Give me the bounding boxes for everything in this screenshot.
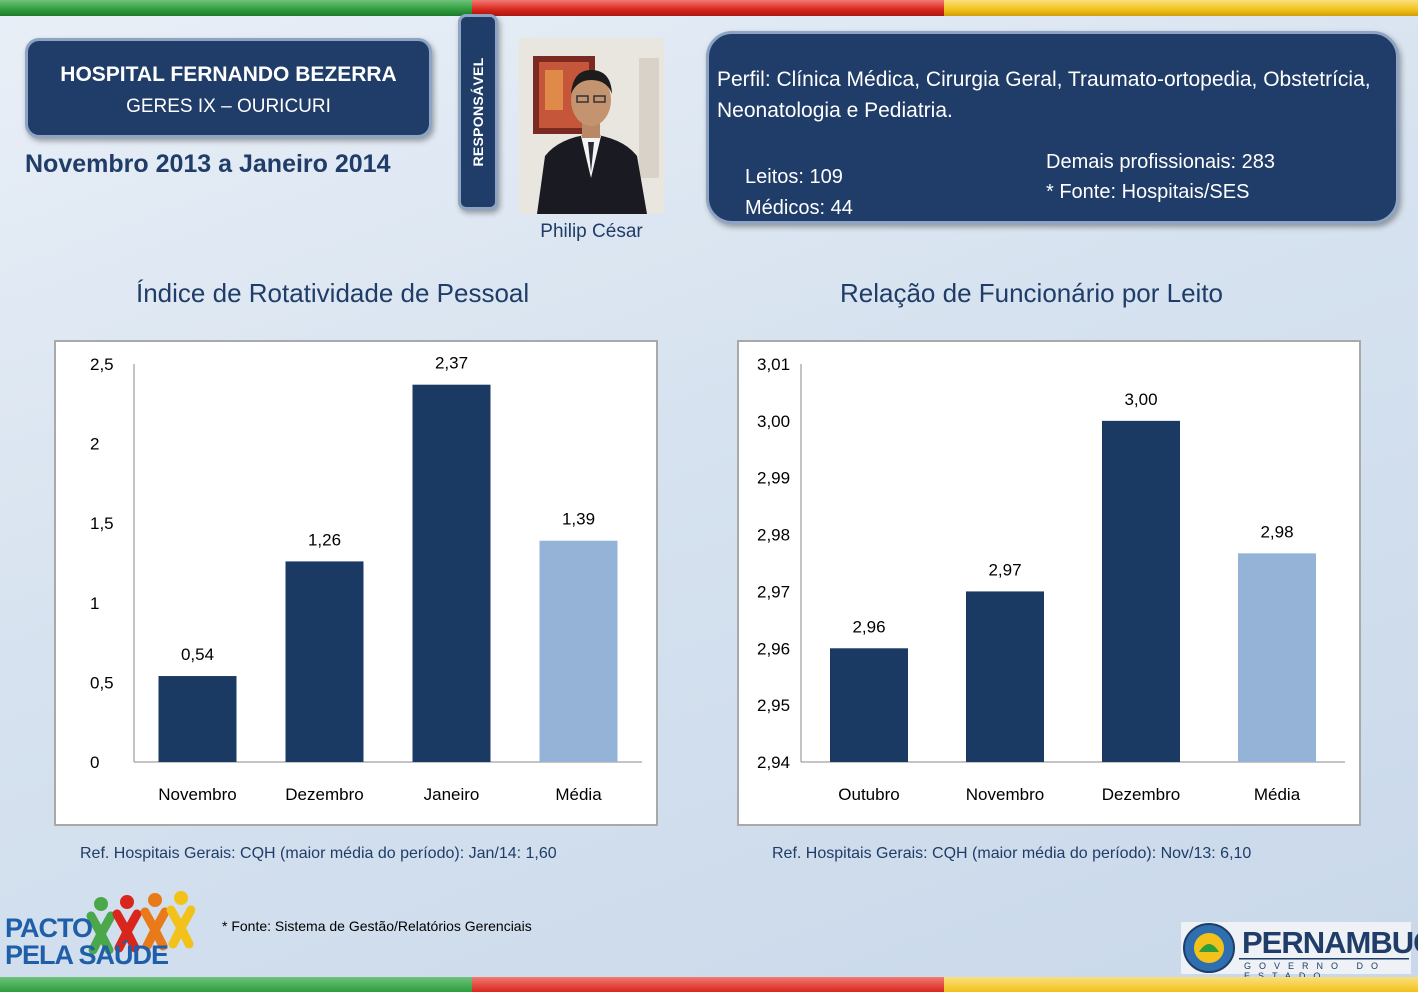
bar-value-label: 1,26 bbox=[308, 530, 341, 549]
bar-value-label: 3,00 bbox=[1124, 390, 1157, 409]
x-category-label: Média bbox=[1254, 785, 1301, 804]
footer-source: * Fonte: Sistema de Gestão/Relatórios Ge… bbox=[222, 918, 532, 934]
other-staff-count: Demais profissionais: 283 bbox=[1046, 151, 1275, 173]
y-tick-label: 1 bbox=[90, 594, 99, 613]
x-category-label: Média bbox=[555, 785, 602, 804]
y-tick-label: 3,00 bbox=[757, 412, 790, 431]
bar bbox=[1102, 420, 1180, 762]
stripe-yellow bbox=[944, 0, 1418, 16]
staff-per-bed-chart: 2,94 2,95 2,96 2,97 2,98 2,99 3,00 3,01 2,96 Outu… bbox=[737, 340, 1361, 826]
hospital-name: HOSPITAL FERNANDO BEZERRA bbox=[60, 63, 397, 86]
stripe-red-bottom bbox=[472, 977, 944, 992]
y-tick-label: 2,99 bbox=[757, 469, 790, 488]
pernambuco-name: PERNAMBUCO bbox=[1242, 925, 1418, 960]
responsible-tab: RESPONSÁVEL bbox=[458, 14, 498, 210]
x-category-label: Janeiro bbox=[424, 785, 480, 804]
bar-value-label: 2,97 bbox=[988, 560, 1021, 579]
x-category-label: Dezembro bbox=[285, 785, 363, 804]
pacto-pela-saude-logo-icon bbox=[86, 891, 195, 955]
report-period: Novembro 2013 a Janeiro 2014 bbox=[25, 150, 391, 178]
profile-source: * Fonte: Hospitais/SES bbox=[1046, 181, 1250, 203]
pacto-logo-line2: PELA SAÚDE bbox=[5, 940, 169, 970]
stripe-green-bottom bbox=[0, 977, 472, 992]
hospital-profile-box: Perfil: Clínica Médica, Cirurgia Geral, … bbox=[706, 31, 1399, 224]
y-tick-label: 2,97 bbox=[757, 582, 790, 601]
bar bbox=[285, 561, 364, 762]
bar-value-label: 1,39 bbox=[562, 510, 595, 529]
bar-value-label: 0,54 bbox=[181, 645, 214, 664]
bar-value-label: 2,96 bbox=[852, 617, 885, 636]
bottom-color-stripe bbox=[0, 977, 1418, 992]
top-color-stripe bbox=[0, 0, 1418, 16]
turnover-reference: Ref. Hospitais Gerais: CQH (maior média … bbox=[80, 845, 557, 862]
y-tick-label: 2,94 bbox=[757, 753, 790, 772]
y-tick-label: 2,96 bbox=[757, 639, 790, 658]
bar bbox=[830, 648, 908, 762]
pacto-logo-line1: PACTO bbox=[5, 913, 93, 943]
bar bbox=[1238, 553, 1316, 762]
stripe-red bbox=[472, 0, 944, 16]
doctors-count: Médicos: 44 bbox=[745, 197, 853, 219]
beds-count: Leitos: 109 bbox=[745, 166, 843, 188]
chart-title-turnover: Índice de Rotatividade de Pessoal bbox=[136, 278, 530, 308]
y-tick-label: 1,5 bbox=[90, 514, 114, 533]
bar bbox=[412, 384, 491, 762]
y-tick-label: 2,5 bbox=[90, 355, 114, 374]
bar-value-label: 2,37 bbox=[435, 354, 468, 373]
responsible-name: Philip César bbox=[540, 221, 643, 242]
stripe-green bbox=[0, 0, 472, 16]
y-tick-label: 2,98 bbox=[757, 526, 790, 545]
staff-per-bed-chart-svg: 2,94 2,95 2,96 2,97 2,98 2,99 3,00 3,01 2,96 Outu… bbox=[757, 355, 1345, 804]
profile-description: Perfil: Clínica Médica, Cirurgia Geral, … bbox=[717, 68, 1371, 122]
stripe-yellow-bottom bbox=[944, 977, 1418, 992]
responsible-label: RESPONSÁVEL bbox=[470, 57, 486, 167]
y-tick-label: 0 bbox=[90, 753, 99, 772]
x-category-label: Outubro bbox=[838, 785, 899, 804]
person-portrait-icon bbox=[519, 38, 664, 214]
turnover-chart-svg: 0 0,5 1 1,5 2 2,5 0,54 Novembro 1,26 Dezembro 2,37… bbox=[90, 354, 642, 804]
x-category-label: Novembro bbox=[966, 785, 1044, 804]
y-tick-label: 2 bbox=[90, 435, 99, 454]
y-tick-label: 0,5 bbox=[90, 673, 114, 692]
bar bbox=[966, 591, 1044, 762]
pernambuco-logo-icon bbox=[1181, 922, 1411, 974]
hospital-region: GERES IX – OURICURI bbox=[126, 96, 331, 117]
y-tick-label: 2,95 bbox=[757, 696, 790, 715]
responsible-photo bbox=[519, 38, 664, 214]
bar-value-label: 2,98 bbox=[1260, 522, 1293, 541]
staff-per-bed-reference: Ref. Hospitais Gerais: CQH (maior média … bbox=[772, 845, 1252, 862]
chart-title-staff-per-bed: Relação de Funcionário por Leito bbox=[840, 278, 1224, 308]
x-category-label: Novembro bbox=[158, 785, 236, 804]
pernambuco-government: GOVERNO DO ESTADO bbox=[1244, 961, 1387, 981]
hospital-header-box: HOSPITAL FERNANDO BEZERRA GERES IX – OUR… bbox=[25, 38, 432, 138]
bar bbox=[158, 676, 237, 762]
x-category-label: Dezembro bbox=[1102, 785, 1180, 804]
turnover-chart: 0 0,5 1 1,5 2 2,5 0,54 Novembro 1,26 Dezembro 2,37… bbox=[54, 340, 658, 826]
bar bbox=[539, 540, 618, 762]
y-tick-label: 3,01 bbox=[757, 355, 790, 374]
